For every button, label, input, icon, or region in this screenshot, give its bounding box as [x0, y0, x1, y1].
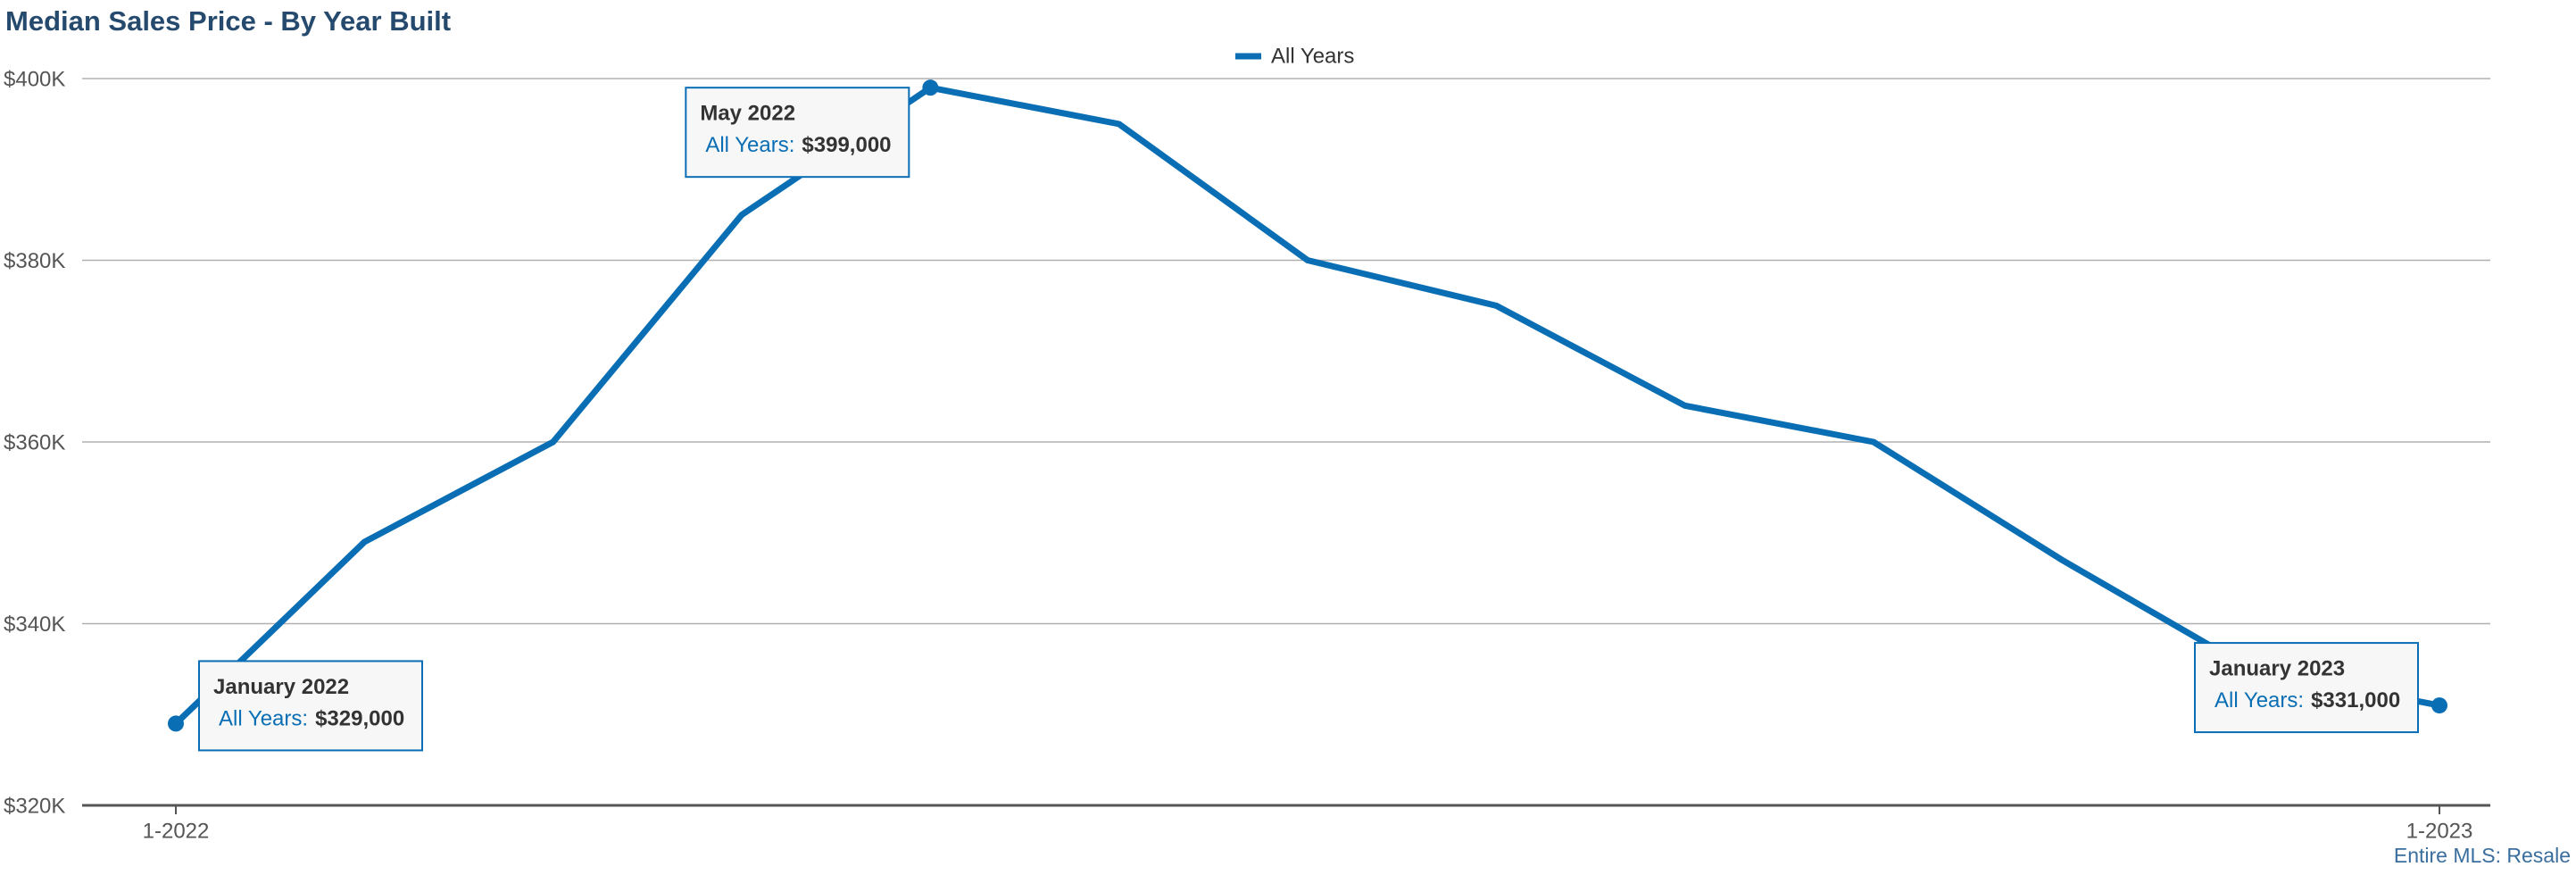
tooltip-series-label: All Years: [705, 134, 794, 158]
x-tick-label: 1-2023 [2406, 819, 2473, 843]
tooltip-series-label: All Years: [219, 707, 308, 731]
y-tick-label: $380K [4, 249, 65, 273]
y-tick-label: $340K [4, 612, 65, 637]
tooltip-value: $331,000 [2311, 688, 2400, 712]
tooltip-title: May 2022 [700, 102, 795, 126]
x-tick-label: 1-2022 [143, 819, 210, 843]
data-point [922, 79, 939, 96]
tooltip-line: All Years: $331,000 [2215, 688, 2400, 712]
legend-label: All Years [1271, 44, 1354, 68]
tooltip-box [198, 660, 423, 752]
data-point [2431, 697, 2447, 714]
tooltip-value: $399,000 [802, 134, 891, 158]
tooltip-series-label: All Years: [2215, 688, 2304, 712]
tooltip-title: January 2023 [2209, 656, 2345, 680]
source-note: Entire MLS: Resale [2394, 844, 2571, 867]
tooltip: January 2022 All Years: $329,000 [198, 660, 423, 752]
y-tick-label: $360K [4, 430, 65, 454]
data-point [168, 715, 184, 732]
tooltip-line: All Years: $399,000 [705, 134, 891, 158]
tooltip-value: $329,000 [315, 707, 404, 731]
chart-title: Median Sales Price - By Year Built [5, 5, 451, 37]
tooltip: January 2023 All Years: $331,000 [2194, 642, 2419, 734]
y-tick-label: $400K [4, 67, 65, 91]
tooltip-title: January 2022 [213, 675, 349, 699]
tooltip-line: All Years: $329,000 [219, 707, 404, 731]
tooltip-box [685, 87, 910, 179]
tooltip: May 2022 All Years: $399,000 [685, 87, 910, 179]
tooltip-box [2194, 642, 2419, 734]
y-tick-label: $320K [4, 794, 65, 818]
series-line [173, 84, 2440, 726]
